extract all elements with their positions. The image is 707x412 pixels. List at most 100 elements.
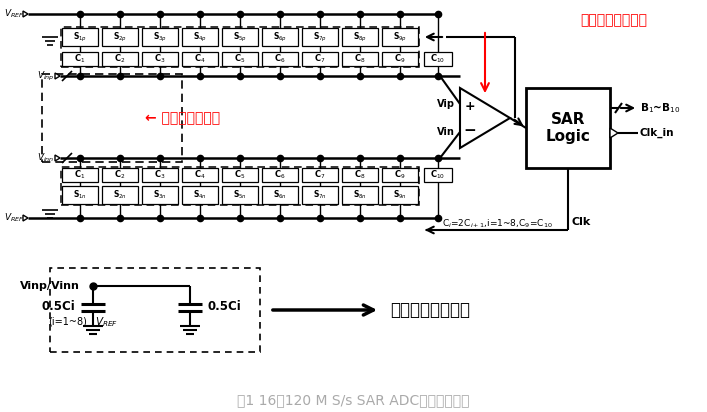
Text: C$_{1}$: C$_{1}$	[74, 169, 86, 181]
Text: SAR
Logic: SAR Logic	[546, 112, 590, 144]
Polygon shape	[55, 155, 60, 161]
Text: C$_{10}$: C$_{10}$	[431, 169, 445, 181]
Bar	[182, 28, 218, 46]
Bar	[102, 52, 138, 66]
Polygon shape	[55, 73, 60, 79]
Text: S$_{1p}$: S$_{1p}$	[73, 30, 87, 44]
Bar	[62, 168, 98, 182]
Text: $V_{REF}$: $V_{REF}$	[4, 212, 24, 224]
Text: C$_{10}$: C$_{10}$	[431, 53, 445, 65]
Text: C$_{4}$: C$_{4}$	[194, 169, 206, 181]
Text: C$_{2}$: C$_{2}$	[115, 53, 126, 65]
Bar	[262, 168, 298, 182]
Text: C$_{9}$: C$_{9}$	[395, 53, 406, 65]
Text: C$_{9}$: C$_{9}$	[395, 169, 406, 181]
Bar	[382, 28, 418, 46]
Text: S$_{9p}$: S$_{9p}$	[393, 30, 407, 44]
Bar	[102, 186, 138, 204]
Bar	[342, 168, 378, 182]
Bar	[424, 52, 452, 66]
Text: Vip: Vip	[437, 99, 455, 109]
Text: C$_i$=2C$_{i+1}$,i=1~8,C$_9$=C$_{10}$: C$_i$=2C$_{i+1}$,i=1~8,C$_9$=C$_{10}$	[442, 218, 553, 230]
Text: S$_{3p}$: S$_{3p}$	[153, 30, 167, 44]
Bar	[262, 186, 298, 204]
Text: S$_{6n}$: S$_{6n}$	[273, 189, 287, 201]
Text: C$_{8}$: C$_{8}$	[354, 53, 366, 65]
Text: (i=1~8): (i=1~8)	[49, 317, 88, 327]
Text: ← 高线性采样开关: ← 高线性采样开关	[145, 111, 220, 125]
Text: C$_{7}$: C$_{7}$	[314, 169, 326, 181]
Text: +: +	[464, 100, 475, 112]
Text: Vinp/Vinn: Vinp/Vinn	[20, 281, 80, 291]
Text: 图1 16位120 M S/s SAR ADC总体结构原理: 图1 16位120 M S/s SAR ADC总体结构原理	[237, 393, 469, 407]
Bar	[424, 168, 452, 182]
Bar	[382, 168, 418, 182]
Text: S$_{6p}$: S$_{6p}$	[273, 30, 287, 44]
Text: S$_{7n}$: S$_{7n}$	[313, 189, 327, 201]
Bar	[302, 186, 338, 204]
Text: Clk: Clk	[572, 217, 591, 227]
Text: S$_{5p}$: S$_{5p}$	[233, 30, 247, 44]
Bar	[61, 167, 419, 205]
Bar	[222, 52, 258, 66]
Text: 0.5Ci: 0.5Ci	[41, 300, 75, 314]
Text: C$_{6}$: C$_{6}$	[274, 53, 286, 65]
Bar	[302, 28, 338, 46]
Text: S$_{5n}$: S$_{5n}$	[233, 189, 247, 201]
Bar	[222, 168, 258, 182]
Bar	[42, 74, 182, 162]
Text: S$_{2p}$: S$_{2p}$	[113, 30, 127, 44]
Text: C$_{1}$: C$_{1}$	[74, 53, 86, 65]
Bar	[342, 52, 378, 66]
Bar	[342, 28, 378, 46]
Text: C$_{5}$: C$_{5}$	[234, 169, 246, 181]
Bar	[526, 88, 610, 168]
Bar	[142, 28, 178, 46]
Text: C$_{6}$: C$_{6}$	[274, 169, 286, 181]
Text: C$_{2}$: C$_{2}$	[115, 169, 126, 181]
Text: S$_{4n}$: S$_{4n}$	[193, 189, 207, 201]
Bar	[142, 168, 178, 182]
Text: S$_{7p}$: S$_{7p}$	[313, 30, 327, 44]
Bar	[142, 52, 178, 66]
Text: C$_{4}$: C$_{4}$	[194, 53, 206, 65]
Bar	[182, 186, 218, 204]
Bar	[182, 52, 218, 66]
Text: B$_1$~B$_{10}$: B$_1$~B$_{10}$	[640, 101, 680, 115]
Text: 0.5Ci: 0.5Ci	[208, 300, 242, 314]
Text: C$_{3}$: C$_{3}$	[154, 53, 165, 65]
Bar	[142, 186, 178, 204]
Text: S$_{4p}$: S$_{4p}$	[193, 30, 207, 44]
Text: C$_{3}$: C$_{3}$	[154, 169, 165, 181]
Text: S$_{2n}$: S$_{2n}$	[113, 189, 127, 201]
Bar	[62, 28, 98, 46]
Bar	[50, 268, 260, 352]
Bar	[61, 27, 419, 67]
Polygon shape	[610, 128, 618, 138]
Bar	[262, 52, 298, 66]
Polygon shape	[23, 215, 28, 221]
Bar	[382, 186, 418, 204]
Text: C$_{8}$: C$_{8}$	[354, 169, 366, 181]
Bar	[222, 28, 258, 46]
Bar	[102, 28, 138, 46]
Text: C$_{5}$: C$_{5}$	[234, 53, 246, 65]
Bar	[62, 186, 98, 204]
Text: S$_{8p}$: S$_{8p}$	[353, 30, 367, 44]
Bar	[222, 186, 258, 204]
Bar	[182, 168, 218, 182]
Bar	[302, 168, 338, 182]
Text: S$_{1n}$: S$_{1n}$	[73, 189, 87, 201]
Text: Vin: Vin	[437, 127, 455, 137]
Text: C$_{7}$: C$_{7}$	[314, 53, 326, 65]
Text: −: −	[464, 122, 477, 138]
Bar	[342, 186, 378, 204]
Text: $V_{inn}$: $V_{inn}$	[37, 152, 54, 164]
Text: 权重电容采样状态: 权重电容采样状态	[390, 301, 470, 319]
Bar	[382, 52, 418, 66]
Text: $V_{REF}$: $V_{REF}$	[95, 315, 118, 329]
Text: $V_{inp}$: $V_{inp}$	[37, 70, 55, 82]
Text: 高速低噪声比较器: 高速低噪声比较器	[580, 13, 647, 27]
Bar	[302, 52, 338, 66]
Polygon shape	[23, 11, 28, 17]
